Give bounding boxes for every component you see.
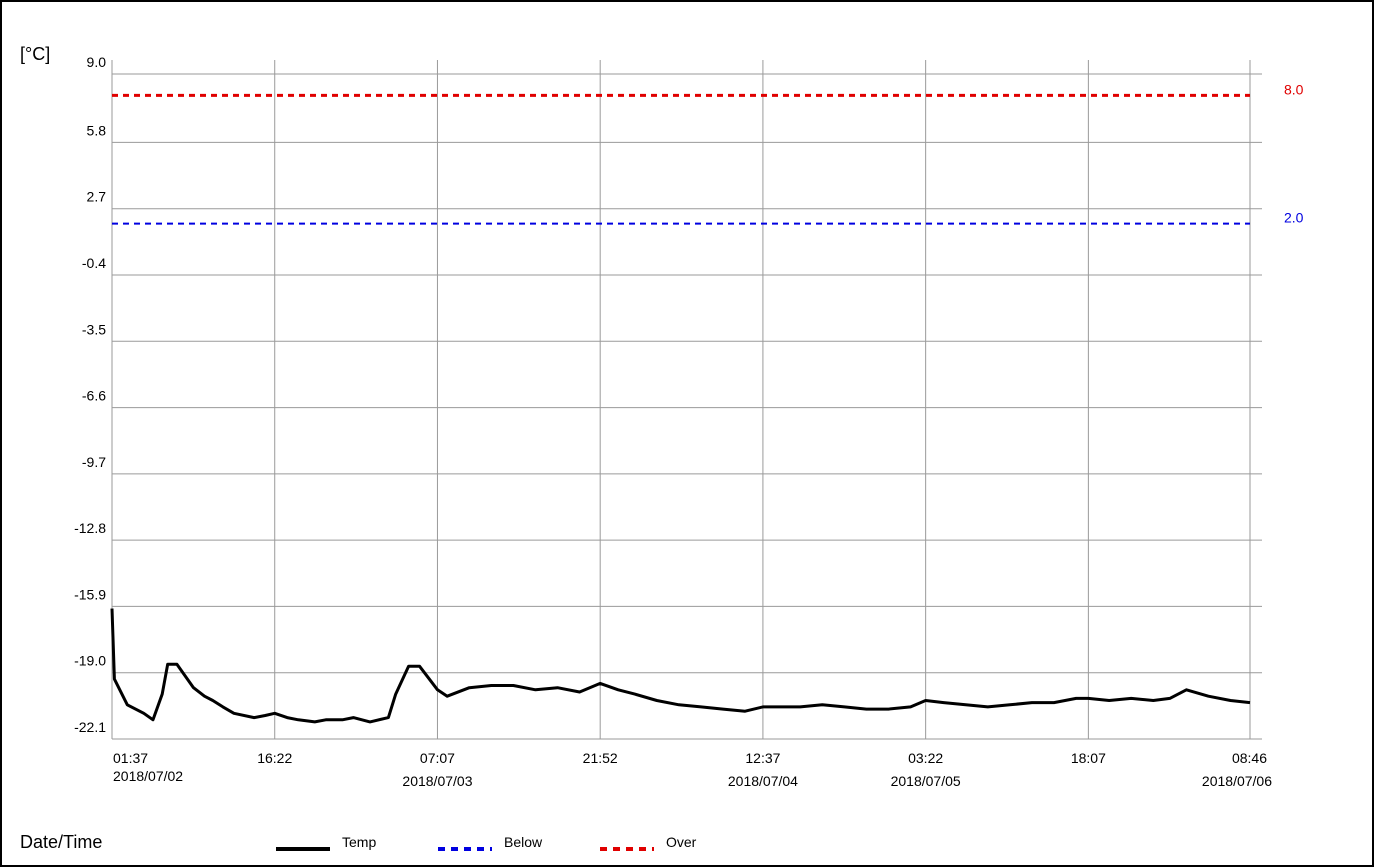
x-tick-date: 2018/07/06	[1202, 773, 1272, 789]
legend-temp-label: Temp	[342, 834, 376, 850]
x-tick-time: 16:22	[257, 750, 292, 766]
threshold-labels: 8.0 2.0	[1284, 81, 1304, 225]
x-tick-date: 2018/07/05	[891, 773, 961, 789]
y-tick-label: -3.5	[82, 321, 106, 337]
y-axis-ticks: 9.0 5.8 2.7 -0.4 -3.5 -6.6 -9.7 -12.8 -15.9 -19.0…	[74, 54, 106, 735]
series-line-temp	[110, 608, 1251, 724]
threshold-label-below: 2.0	[1284, 210, 1304, 226]
y-tick-label: 5.8	[87, 122, 107, 138]
x-tick-time: 12:37	[745, 750, 780, 766]
y-tick-label: -15.9	[74, 586, 106, 602]
x-tick-time: 21:52	[583, 750, 618, 766]
threshold-label-over: 8.0	[1284, 81, 1304, 97]
x-tick-date: 2018/07/02	[113, 768, 183, 784]
y-tick-label: 2.7	[87, 189, 107, 205]
x-tick-time: 03:22	[908, 750, 943, 766]
legend: Temp Below Over	[276, 834, 697, 851]
legend-below-label: Below	[504, 834, 543, 850]
grid	[111, 60, 1262, 740]
x-tick-date: 2018/07/04	[728, 773, 798, 789]
x-axis-title: Date/Time	[20, 832, 102, 852]
x-tick-time: 08:46	[1232, 750, 1267, 766]
legend-over-label: Over	[666, 834, 697, 850]
y-tick-label: -19.0	[74, 653, 106, 669]
y-tick-label: 9.0	[87, 54, 107, 70]
y-tick-label: -9.7	[82, 454, 106, 470]
y-tick-label: -12.8	[74, 520, 106, 536]
y-tick-label: -22.1	[74, 719, 106, 735]
x-tick-time: 18:07	[1071, 750, 1106, 766]
x-axis-ticks: 01:37 2018/07/02 16:22 07:07 2018/07/03 21:52…	[113, 750, 1272, 789]
threshold-lines	[112, 93, 1250, 225]
y-unit-label: [°C]	[20, 44, 50, 64]
x-tick-time: 07:07	[420, 750, 455, 766]
x-tick-time: 01:37	[113, 750, 148, 766]
y-tick-label: -6.6	[82, 388, 106, 404]
y-tick-label: -0.4	[82, 255, 106, 271]
series-group	[110, 608, 1251, 724]
x-tick-date: 2018/07/03	[402, 773, 472, 789]
